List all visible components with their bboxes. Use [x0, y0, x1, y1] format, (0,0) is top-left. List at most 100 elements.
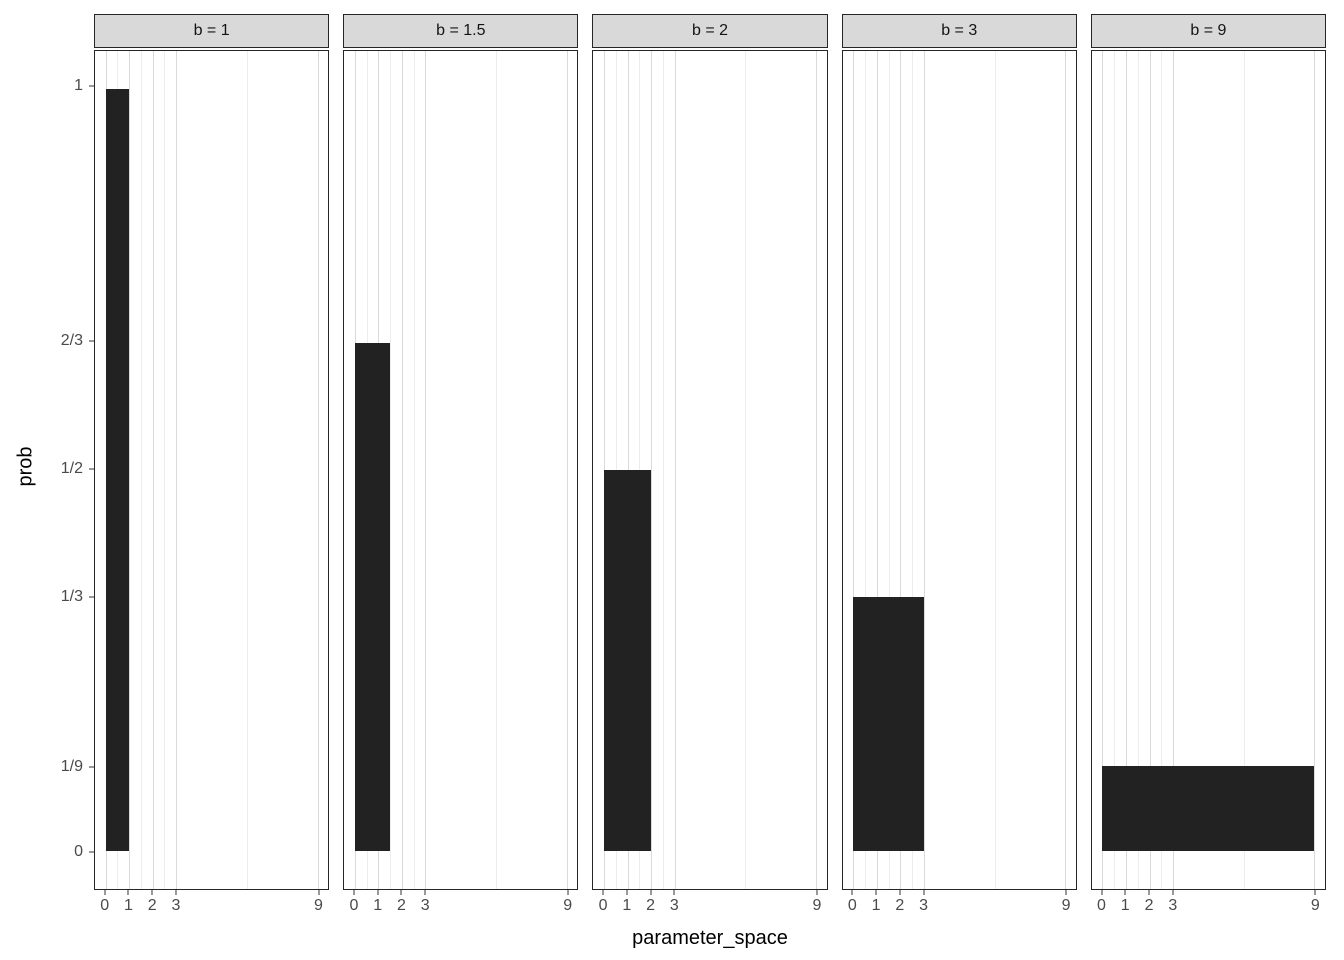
x-tick-label: 9 [314, 897, 323, 914]
y-tick-mark [89, 851, 94, 853]
y-axis-title: prob [14, 445, 37, 487]
x-tick-label: 2 [1144, 897, 1154, 914]
gridline-major [401, 51, 403, 889]
gridline-major [1149, 51, 1151, 889]
x-tick-label: 9 [1310, 897, 1320, 914]
gridline-major [876, 51, 878, 889]
x-tick-label: 1 [123, 897, 133, 914]
x-tick-label: 3 [919, 897, 929, 914]
plot-panel [343, 50, 579, 890]
x-tick-label: 0 [847, 897, 857, 914]
x-tick-label: 2 [147, 897, 157, 914]
gridline-minor [662, 51, 664, 889]
x-tick-mark [602, 890, 604, 895]
gridline-minor [413, 51, 415, 889]
facet-strip-label: b = 1 [193, 22, 230, 39]
x-tick-label: 3 [420, 897, 430, 914]
x-tick-mark [816, 890, 818, 895]
x-tick-label: 1 [373, 897, 383, 914]
gridline-major [566, 51, 568, 889]
x-tick-label: 0 [349, 897, 359, 914]
x-tick-label: 0 [100, 897, 110, 914]
x-tick-label: 9 [812, 897, 822, 914]
gridline-minor [496, 51, 498, 889]
plot-panel [94, 50, 330, 890]
gridline-minor [994, 51, 996, 889]
gridline-minor [390, 51, 392, 889]
gridline-major [1102, 51, 1104, 889]
gridline-major [627, 51, 629, 889]
gridline-major [923, 51, 925, 889]
plot-panel [1090, 50, 1327, 890]
prob-bar [105, 89, 130, 851]
x-tick-mark [104, 890, 106, 895]
gridline-major [129, 51, 131, 889]
x-axis-title-row: parameter_space [10, 918, 1326, 952]
x-tick-mark [1124, 890, 1126, 895]
plot-panel [592, 50, 828, 890]
x-tick-mark [899, 890, 901, 895]
facet-strip: b = 3 [841, 14, 1077, 48]
y-tick-mark [89, 468, 94, 470]
facet-strip-label: b = 9 [1190, 22, 1227, 39]
gridline-major [176, 51, 178, 889]
x-axis-title: parameter_space [632, 927, 788, 949]
prob-bar [604, 470, 652, 851]
y-axis-labels-column: 0 1/9 1/3 1/2 2/3 1 [42, 14, 94, 918]
prob-bar [354, 343, 391, 851]
gridline-minor [1243, 51, 1245, 889]
x-tick-label: 3 [669, 897, 679, 914]
x-tick-mark [650, 890, 652, 895]
x-tick-mark [1148, 890, 1150, 895]
facet-strip-label: b = 2 [691, 22, 729, 39]
x-tick-mark [127, 890, 129, 895]
gridline-major [1065, 51, 1067, 889]
y-axis-spacer-top [42, 14, 94, 48]
gridline-minor [1161, 51, 1163, 889]
gridline-minor [1137, 51, 1139, 889]
x-tick-label: 1 [622, 897, 632, 914]
gridline-minor [639, 51, 641, 889]
x-tick-label: 1 [1120, 897, 1130, 914]
x-tick-mark [875, 890, 877, 895]
gridline-major [152, 51, 154, 889]
gridline-minor [1114, 51, 1116, 889]
gridline-major [651, 51, 653, 889]
plot-panel [841, 50, 1077, 890]
x-tick-label: 2 [646, 897, 656, 914]
x-tick-label: 9 [1061, 897, 1071, 914]
gridline-minor [912, 51, 914, 889]
gridline-minor [745, 51, 747, 889]
facet-strip: b = 2 [592, 14, 828, 48]
gridline-minor [864, 51, 866, 889]
y-tick-label: 1/3 [60, 587, 83, 605]
gridline-major [317, 51, 319, 889]
x-tick-mark [1314, 890, 1316, 895]
x-tick-mark [923, 890, 925, 895]
facet-strip-label: b = 1.5 [436, 22, 486, 39]
facet-strip-label: b = 3 [941, 22, 978, 39]
gridline-minor [140, 51, 142, 889]
x-tick-mark [400, 890, 402, 895]
y-tick-mark [89, 596, 94, 598]
gridline-major [900, 51, 902, 889]
gridline-major [816, 51, 817, 889]
x-tick-label: 0 [598, 897, 608, 914]
prob-bar [853, 597, 924, 851]
facet-strip: b = 9 [1090, 14, 1327, 48]
gridline-minor [615, 51, 617, 889]
x-tick-mark [151, 890, 153, 895]
facet-strip: b = 1 [94, 14, 330, 48]
y-axis-label-area: 0 1/9 1/3 1/2 2/3 1 [42, 48, 94, 890]
y-tick-label: 0 [74, 842, 83, 860]
gridline-major [425, 51, 427, 889]
gridline-minor [164, 51, 166, 889]
